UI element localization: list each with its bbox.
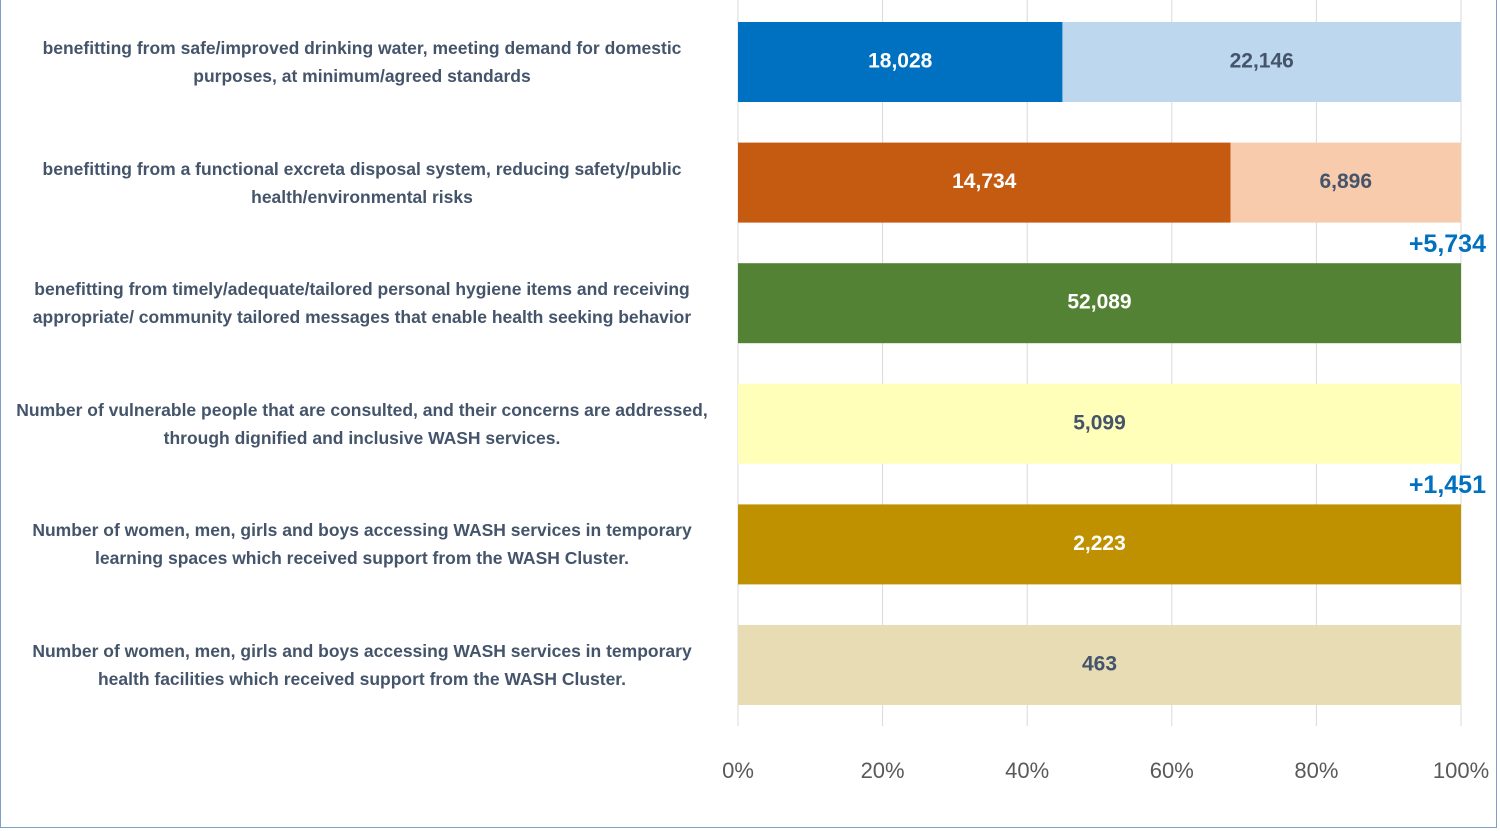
bar-segment: [738, 625, 1461, 705]
data-label: 22,146: [1230, 50, 1294, 73]
x-tick-label: 60%: [1150, 758, 1194, 783]
bar-segment: [738, 504, 1461, 585]
x-tick-label: 100%: [1433, 758, 1489, 783]
bar-segment: [738, 263, 1461, 344]
category-label: benefitting from safe/improved drinking …: [42, 38, 682, 86]
category-label: benefitting from a functional excreta di…: [42, 158, 682, 207]
category-label: Number of women, men, girls and boys acc…: [32, 641, 692, 689]
data-label: 463: [1082, 653, 1117, 676]
annotation: +5,734: [1409, 230, 1486, 258]
x-tick-label: 0%: [722, 758, 754, 783]
bar-segment: [1062, 22, 1461, 102]
data-label: 52,089: [1067, 291, 1131, 314]
x-tick-label: 40%: [1005, 758, 1049, 783]
x-tick-label: 20%: [861, 758, 905, 783]
category-label: Number of women, men, girls and boys acc…: [32, 520, 692, 569]
category-label: benefitting from timely/adequate/tailore…: [32, 279, 692, 328]
annotation: +1,451: [1409, 471, 1486, 499]
bar-segment: [738, 142, 1231, 223]
x-tick-label: 80%: [1294, 758, 1338, 783]
data-label: 18,028: [868, 50, 933, 73]
data-label: 6,896: [1319, 170, 1372, 193]
bar-segment: [738, 22, 1063, 102]
data-label: 2,223: [1073, 532, 1126, 555]
bar-segment: [738, 383, 1461, 464]
category-label: Number of vulnerable people that are con…: [16, 399, 708, 448]
data-label: 14,734: [952, 170, 1017, 193]
bar-segment: [1230, 142, 1461, 223]
data-label: 5,099: [1073, 411, 1126, 434]
